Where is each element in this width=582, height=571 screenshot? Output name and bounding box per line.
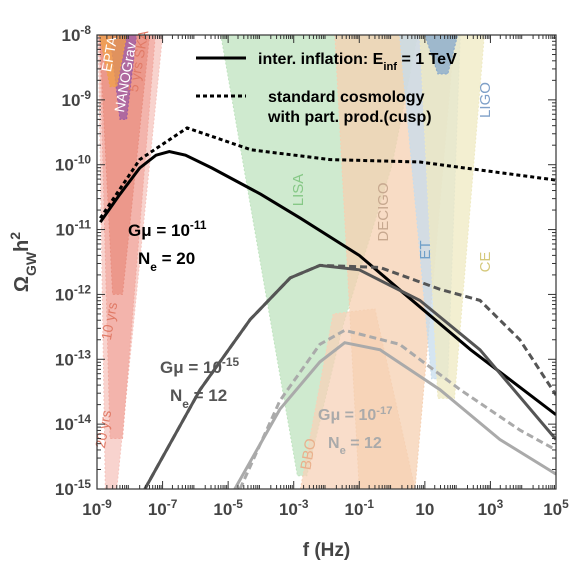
annotation: Ne = 20 <box>138 249 195 274</box>
y-tick-label: 10-13 <box>55 347 91 369</box>
annotation: Ne = 12 <box>170 386 227 411</box>
curve <box>233 341 556 489</box>
curve <box>99 126 556 220</box>
y-tick-label: 10-11 <box>56 218 92 240</box>
region-label: BBO <box>297 437 319 471</box>
y-tick-label: 10-8 <box>62 23 92 45</box>
region-label: LISA <box>290 174 307 207</box>
annotation: Ne = 12 <box>328 435 382 457</box>
x-axis-label: f (Hz) <box>303 540 350 561</box>
curve <box>143 263 556 489</box>
region-label: DECIGO <box>375 182 392 241</box>
x-tick-label: 10-3 <box>279 497 309 519</box>
legend-label: inter. inflation: Einf = 1 TeV <box>258 51 457 73</box>
plot-frame <box>96 34 557 490</box>
y-axis-label: ΩGWh2 <box>7 232 39 292</box>
annotation: Gμ = 10-17 <box>318 405 392 424</box>
region-label: EPTA <box>98 35 120 73</box>
legend-label: standard cosmology with part. prod.(cusp) <box>267 89 432 126</box>
x-tick-label: 10-7 <box>148 497 178 519</box>
region-label: ET <box>417 240 434 259</box>
x-tick-label: 10 <box>415 500 434 519</box>
x-tick-label: 103 <box>478 497 504 519</box>
x-tick-label: 10-1 <box>345 497 375 519</box>
sensitivity-region <box>99 35 128 88</box>
curve <box>238 328 556 489</box>
y-tick-label: 10-9 <box>62 88 92 110</box>
y-tick-label: 10-14 <box>55 412 91 434</box>
region-label: LIGO <box>477 82 494 118</box>
sensitivity-region <box>424 35 459 75</box>
x-tick-label: 10-5 <box>213 497 243 519</box>
sensitivity-region <box>99 35 151 295</box>
y-tick-label: 10-12 <box>55 282 91 304</box>
regions <box>97 35 485 489</box>
x-tick-label: 10-9 <box>82 497 112 519</box>
ticks: 10-9 10-7 10-5 10-3 10-1 10 103 105 10-15 10-14 10… <box>7 23 569 561</box>
annotation: Gμ = 10-11 <box>128 218 207 240</box>
region-label: CE <box>477 252 494 273</box>
sensitivity-region <box>419 35 485 399</box>
y-tick-label: 10-10 <box>55 153 91 175</box>
y-tick-label: 10-15 <box>55 477 91 499</box>
annotation: Gμ = 10-15 <box>160 355 239 377</box>
x-tick-label: 105 <box>543 497 569 519</box>
region-label: 10 yrs <box>98 301 120 341</box>
curves <box>99 126 556 489</box>
